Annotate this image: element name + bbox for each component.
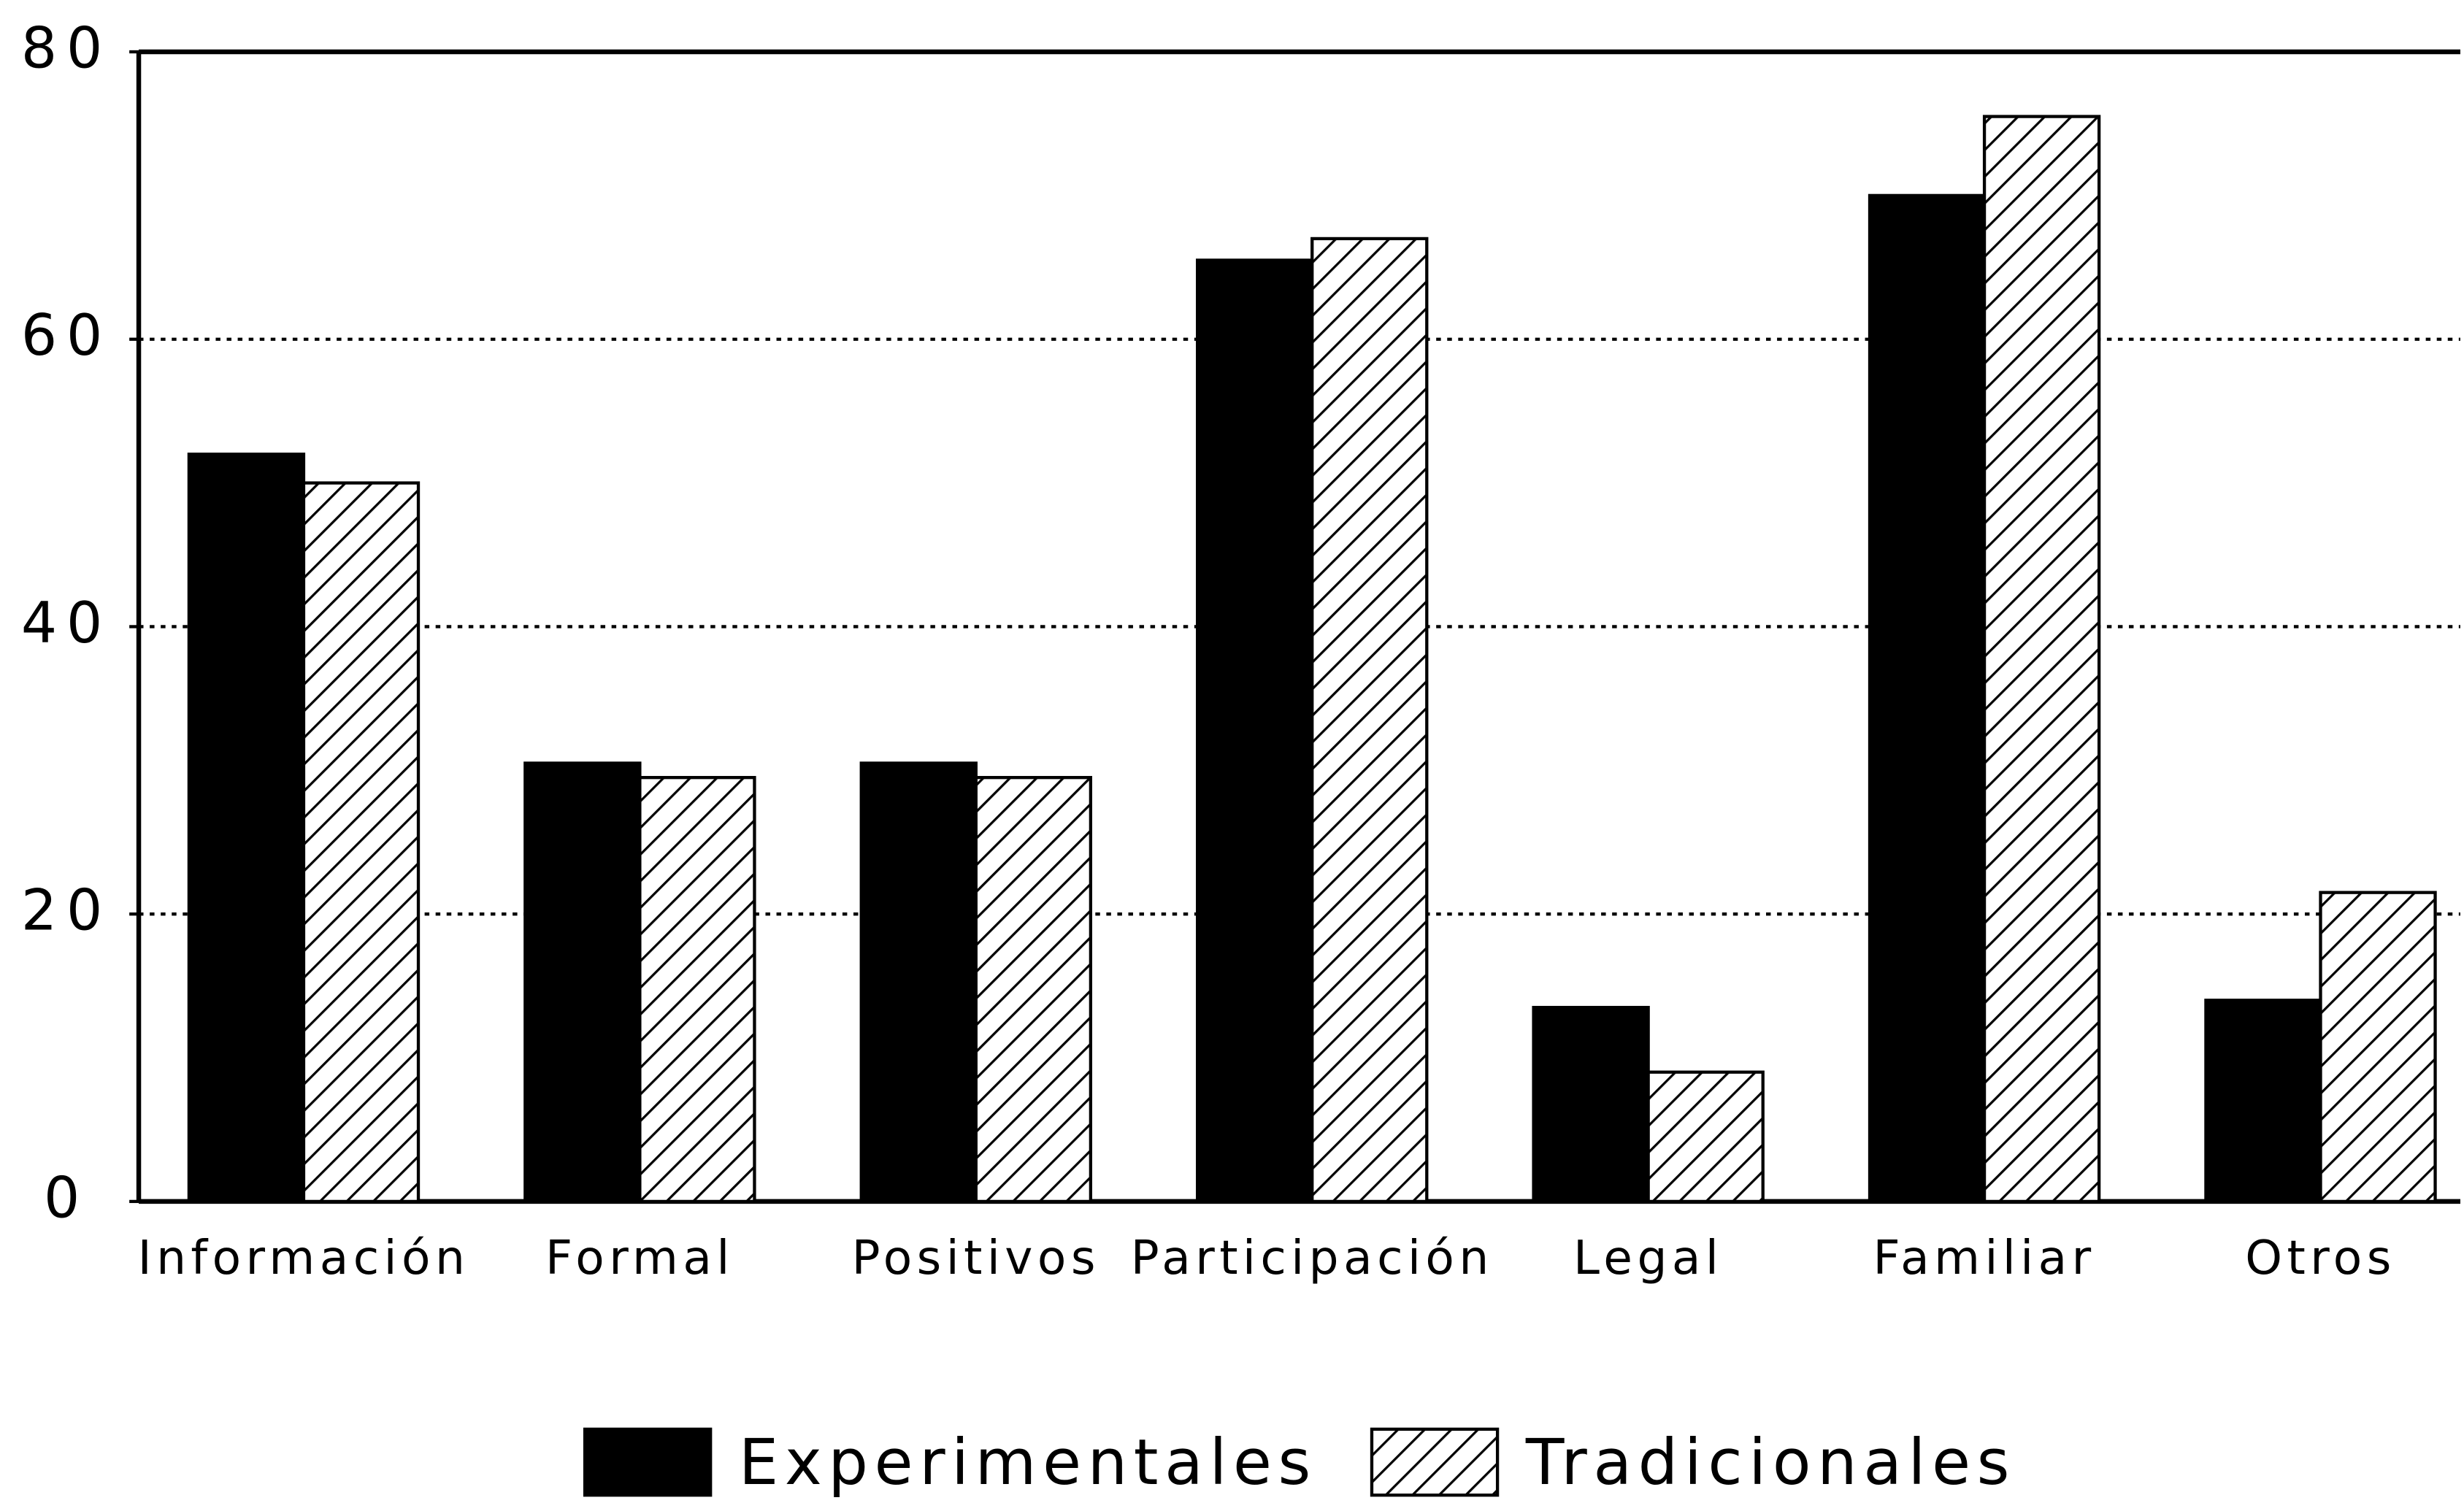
bar bbox=[1310, 237, 1429, 1204]
x-tick-label: Familiar bbox=[1873, 1231, 2096, 1285]
legend-label: Experimentales bbox=[739, 1426, 1317, 1499]
x-tick-label: Formal bbox=[545, 1231, 734, 1285]
bar bbox=[638, 776, 756, 1204]
x-tick-label: Positivos bbox=[852, 1231, 1100, 1285]
bar bbox=[1646, 1070, 1765, 1204]
bar bbox=[2319, 891, 2437, 1204]
legend-swatch bbox=[1370, 1427, 1500, 1497]
legend-label: Tradicionales bbox=[1525, 1426, 2016, 1499]
y-tick-label: 60 bbox=[21, 303, 112, 369]
bar bbox=[1196, 258, 1314, 1204]
bar bbox=[302, 481, 421, 1204]
bar bbox=[974, 776, 1093, 1204]
bar bbox=[859, 761, 978, 1204]
x-tick-label: Información bbox=[138, 1231, 470, 1285]
x-tick-label: Legal bbox=[1573, 1231, 1723, 1285]
y-tick-label: 20 bbox=[21, 878, 112, 944]
y-tick-label: 0 bbox=[44, 1165, 89, 1231]
y-tick-label: 40 bbox=[21, 591, 112, 656]
bar bbox=[2204, 999, 2322, 1204]
bar bbox=[523, 761, 642, 1204]
bar bbox=[1982, 115, 2101, 1204]
x-tick-label: Otros bbox=[2245, 1231, 2396, 1285]
bar bbox=[1868, 193, 1987, 1204]
legend-swatch bbox=[583, 1427, 713, 1497]
bar bbox=[187, 453, 306, 1204]
x-tick-label: Participación bbox=[1131, 1231, 1494, 1285]
y-tick-label: 80 bbox=[21, 15, 112, 81]
bar bbox=[1532, 1005, 1650, 1204]
